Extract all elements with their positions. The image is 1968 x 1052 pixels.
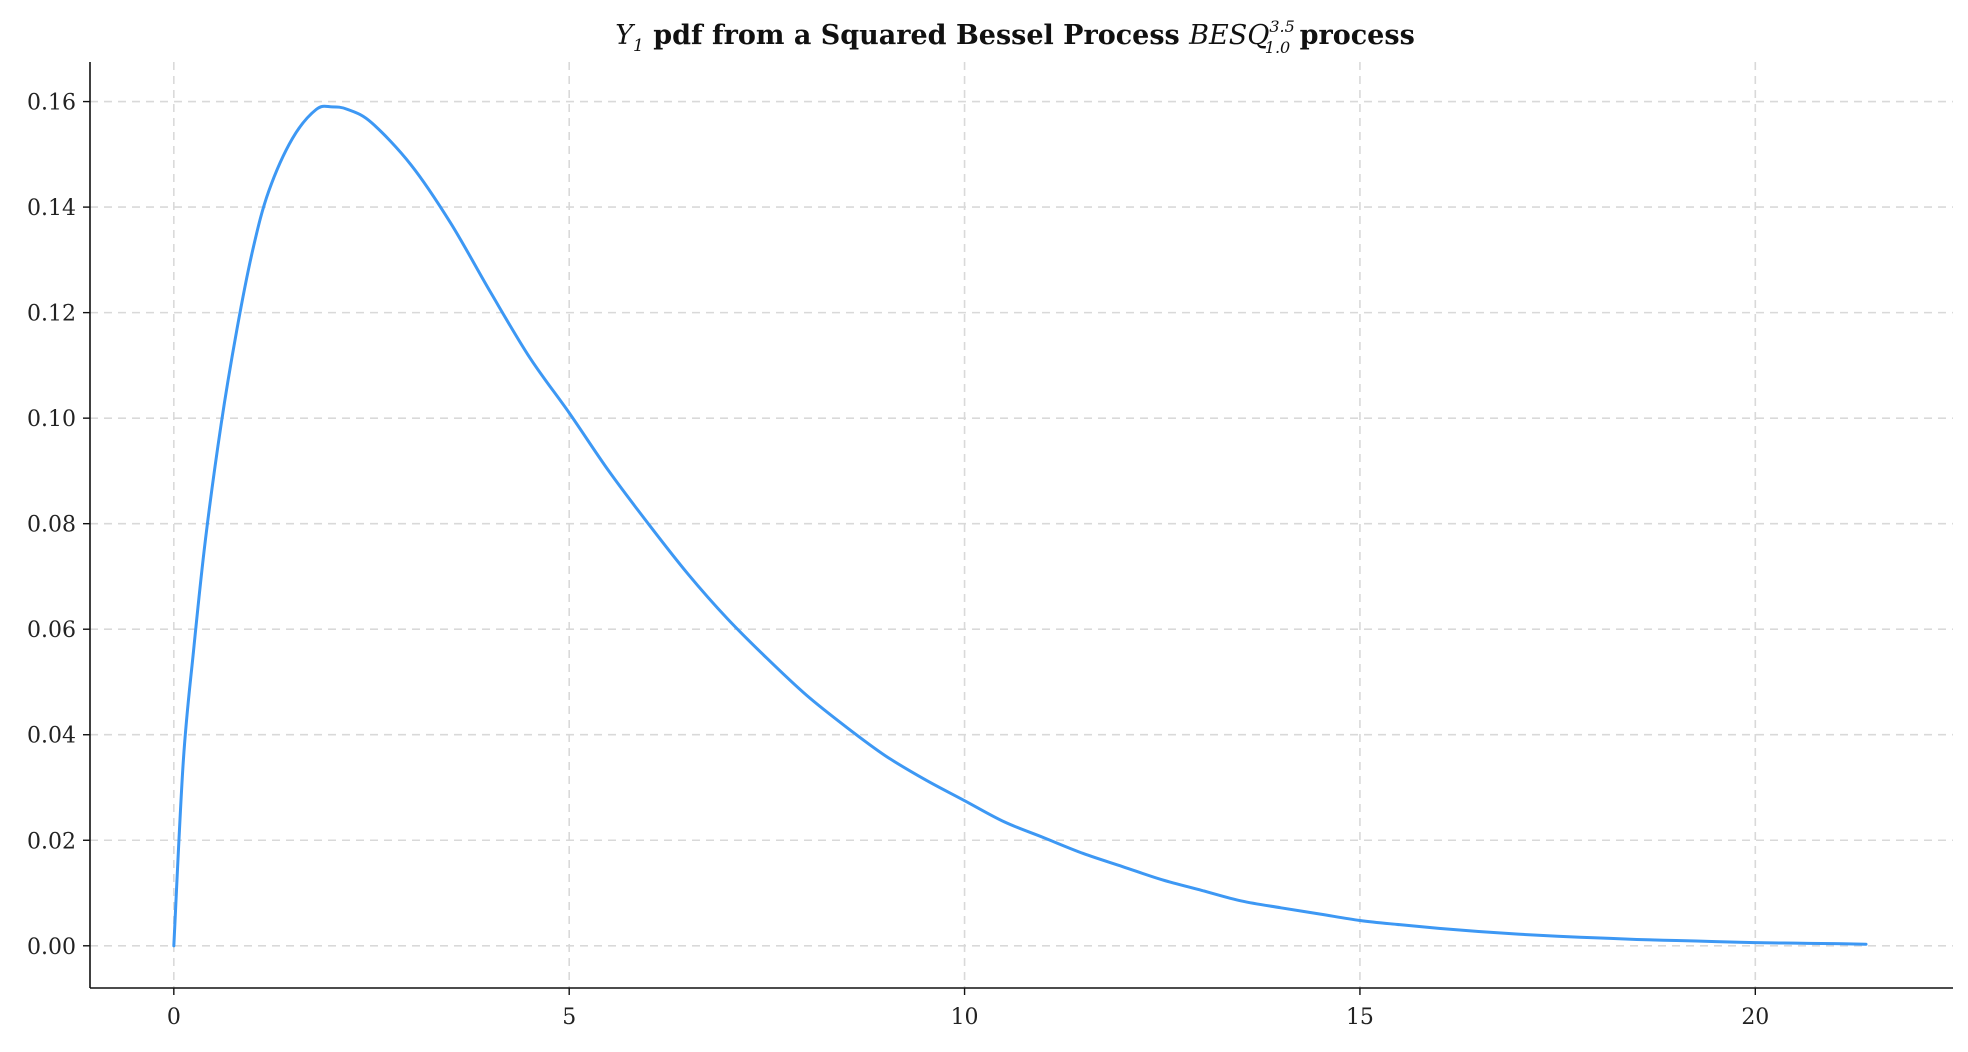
x-tick-label: 15 [1346, 1005, 1374, 1030]
x-tick-label: 0 [167, 1005, 181, 1030]
y-tick-label: 0.16 [27, 91, 76, 116]
title-variable: Y [615, 20, 635, 51]
y-tick-label: 0.10 [27, 407, 76, 432]
x-axis-ticks: 0 5 10 15 20 [167, 988, 1769, 1030]
chart-title: Y1 pdf from a Squared Bessel Process BES… [615, 17, 1415, 57]
y-tick-label: 0.02 [27, 829, 76, 854]
x-tick-label: 5 [562, 1005, 576, 1030]
title-process-subscript: 1.0 [1265, 38, 1290, 57]
y-grid-lines [90, 100, 1953, 947]
y-tick-label: 0.06 [27, 618, 76, 643]
y-tick-label: 0.08 [27, 513, 76, 538]
series-group [172, 104, 1868, 948]
x-tick-label: 20 [1741, 1005, 1769, 1030]
title-process-symbol: BESQ [1188, 20, 1269, 51]
y-tick-label: 0.00 [27, 935, 76, 960]
title-text-part1: pdf from a Squared Bessel Process [644, 20, 1189, 51]
title-variable-subscript: 1 [633, 36, 644, 56]
y-axis-ticks: 0.00 0.02 0.04 0.06 0.08 0.10 0.12 0.14 0.16 [27, 91, 90, 960]
y-tick-label: 0.14 [27, 196, 76, 221]
x-grid-lines [173, 62, 1757, 988]
x-tick-label: 10 [951, 1005, 979, 1030]
title-process-superscript: 3.5 [1269, 17, 1294, 36]
pdf-series-line [172, 104, 1868, 948]
y-tick-label: 0.12 [27, 302, 76, 327]
title-text-part2: process [1290, 20, 1415, 51]
y-tick-label: 0.04 [27, 724, 76, 749]
